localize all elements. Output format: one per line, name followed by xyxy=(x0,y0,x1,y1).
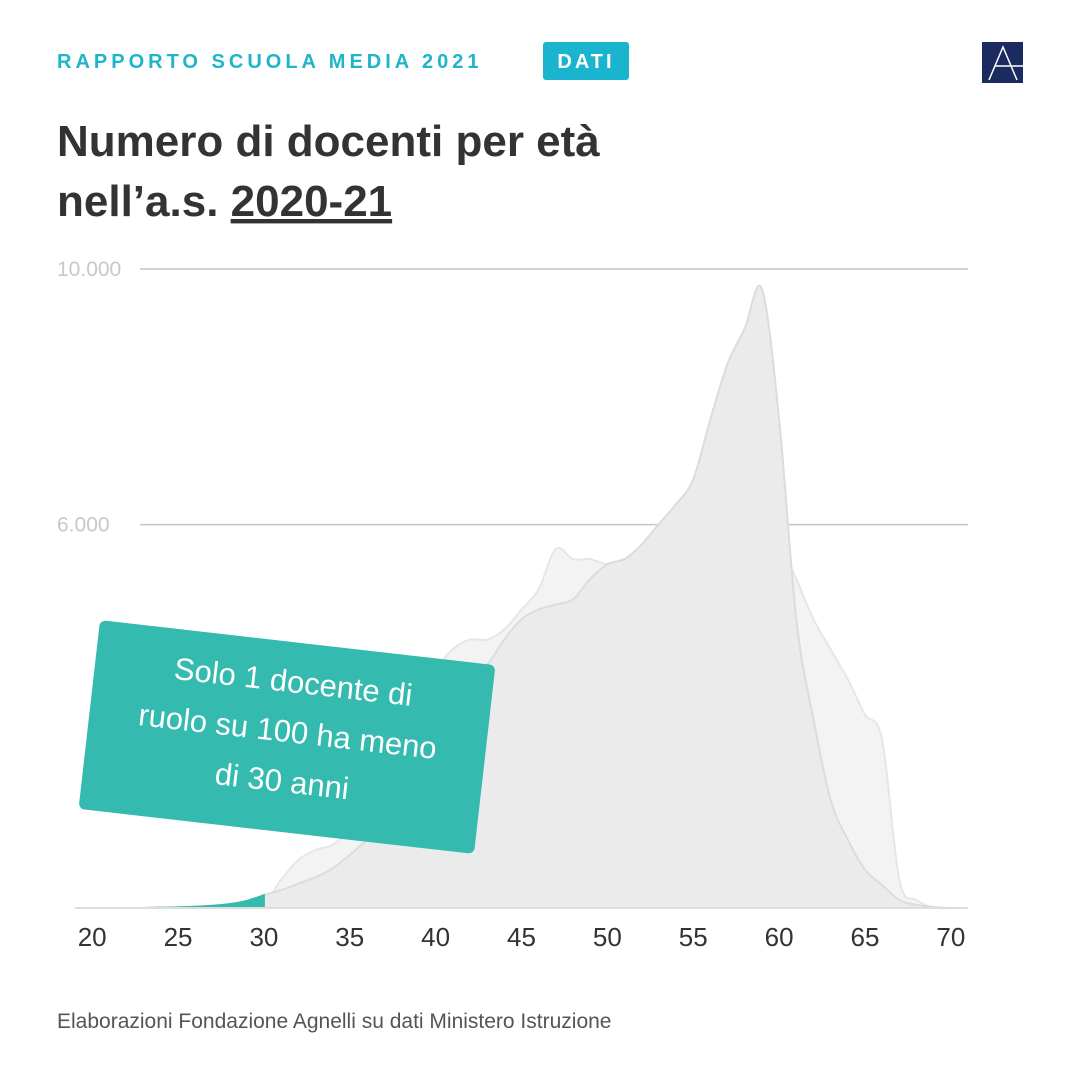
plot: 6.000 10.000 20 25 30 35 40 45 50 55 60 65 70 xyxy=(57,258,969,952)
x-tick-label: 50 xyxy=(593,922,622,952)
x-tick-label: 70 xyxy=(936,922,965,952)
kicker: RAPPORTO SCUOLA MEDIA 2021 xyxy=(57,51,483,73)
chart-title: Numero di docenti per età xyxy=(57,117,600,166)
annotation: Solo 1 docente di ruolo su 100 ha meno d… xyxy=(79,620,495,854)
badge: DATI xyxy=(557,51,614,73)
y-tick-label: 10.000 xyxy=(57,258,121,281)
x-tick-label: 30 xyxy=(249,922,278,952)
source: Elaborazioni Fondazione Agnelli su dati … xyxy=(57,1010,611,1033)
x-tick-label: 45 xyxy=(507,922,536,952)
x-tick-label: 65 xyxy=(851,922,880,952)
area xyxy=(74,893,265,910)
badge-bg xyxy=(543,42,629,80)
x-tick-label: 55 xyxy=(679,922,708,952)
title-year: 2020-21 xyxy=(231,177,392,226)
logo xyxy=(982,42,1023,83)
x-tick-label: 35 xyxy=(335,922,364,952)
x-tick-label: 20 xyxy=(78,922,107,952)
x-tick-label: 40 xyxy=(421,922,450,952)
x-tick-label: 25 xyxy=(164,922,193,952)
chart-title: nell’a.s. 2020-21 xyxy=(57,177,392,226)
annotation-box xyxy=(79,620,495,854)
title-text: nell’a.s. xyxy=(57,177,218,226)
y-tick-label: 6.000 xyxy=(57,514,110,537)
x-tick-label: 60 xyxy=(765,922,794,952)
